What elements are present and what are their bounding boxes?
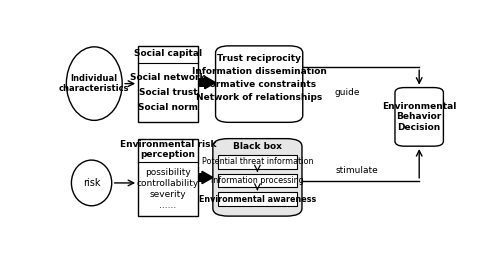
Text: Social trust: Social trust [139, 88, 198, 97]
Polygon shape [204, 76, 216, 89]
FancyBboxPatch shape [216, 46, 303, 122]
FancyBboxPatch shape [138, 46, 198, 122]
Text: Normative constraints: Normative constraints [202, 80, 316, 89]
Ellipse shape [66, 47, 122, 120]
Text: Social capital: Social capital [134, 49, 202, 58]
Text: Environmental risk
perception: Environmental risk perception [120, 140, 216, 159]
Text: Information dissemination: Information dissemination [192, 67, 326, 76]
Text: Potential threat information: Potential threat information [202, 157, 313, 166]
Ellipse shape [72, 160, 112, 206]
FancyBboxPatch shape [218, 192, 298, 206]
Text: severity: severity [150, 190, 186, 199]
Text: Social norm: Social norm [138, 103, 198, 112]
Text: guide: guide [334, 88, 360, 97]
Text: Individual
characteristics: Individual characteristics [59, 74, 130, 93]
Text: Trust reciprocity: Trust reciprocity [217, 54, 301, 63]
Text: stimulate: stimulate [336, 166, 378, 174]
Polygon shape [202, 171, 213, 184]
FancyBboxPatch shape [138, 139, 198, 216]
Text: possibility: possibility [145, 168, 191, 178]
Text: ......: ...... [160, 200, 176, 209]
Text: controllability: controllability [137, 179, 199, 188]
Text: Information processing: Information processing [211, 176, 304, 185]
FancyBboxPatch shape [198, 78, 204, 87]
Text: Social network: Social network [130, 73, 206, 82]
FancyBboxPatch shape [218, 155, 298, 169]
FancyBboxPatch shape [213, 139, 302, 216]
FancyBboxPatch shape [198, 173, 202, 182]
FancyBboxPatch shape [395, 87, 444, 146]
Text: Environmental awareness: Environmental awareness [199, 195, 316, 204]
Text: Environmental
Behavior
Decision: Environmental Behavior Decision [382, 102, 456, 132]
Text: risk: risk [83, 178, 100, 188]
Text: Network of relationships: Network of relationships [196, 93, 322, 102]
Text: Black box: Black box [233, 142, 282, 151]
FancyBboxPatch shape [218, 174, 298, 187]
